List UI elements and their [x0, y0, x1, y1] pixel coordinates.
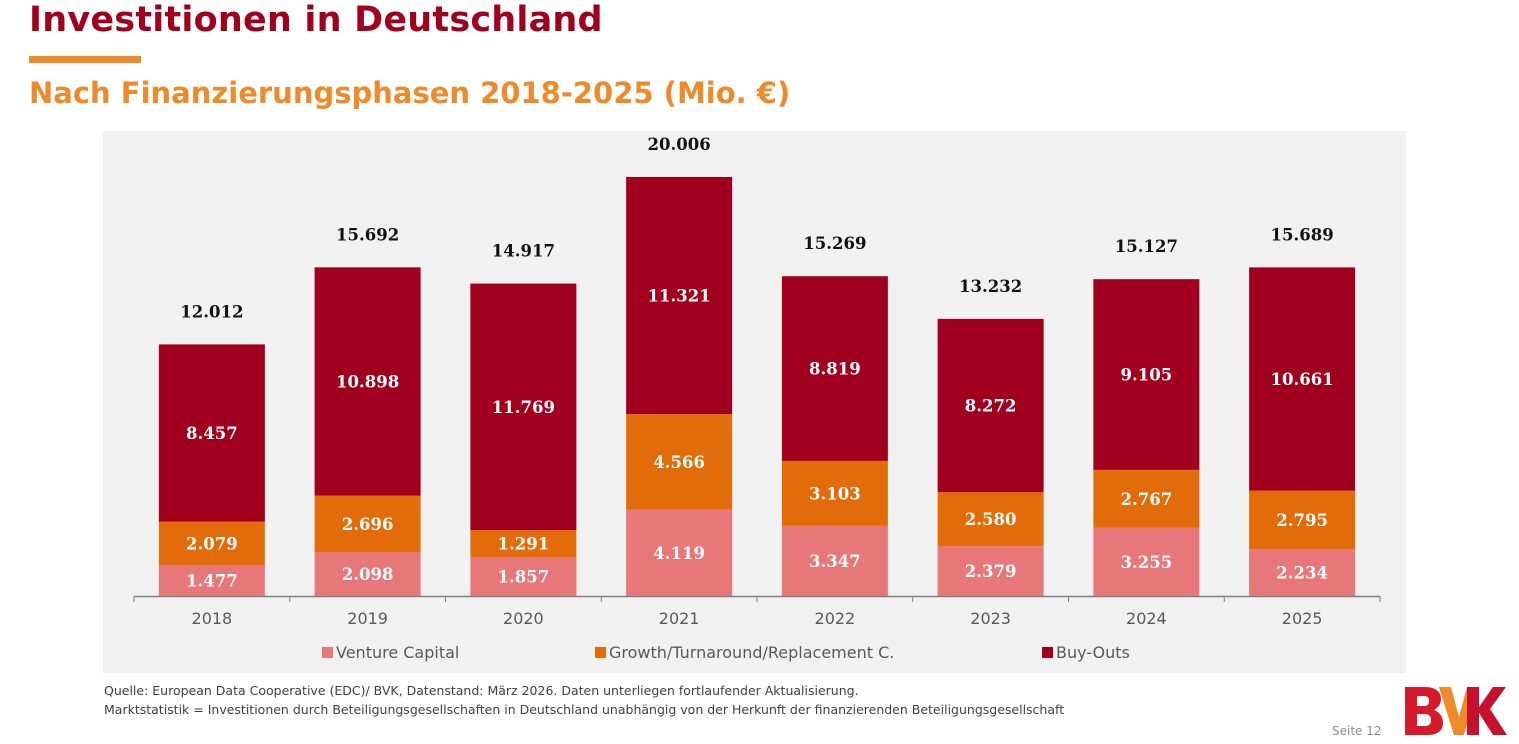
- segment-buyouts: [626, 177, 733, 415]
- segment-growth: [314, 495, 421, 553]
- data-label: 8.819: [809, 360, 861, 379]
- total-label: 14.917: [492, 242, 555, 261]
- x-tick-label: 2019: [347, 609, 388, 628]
- data-label: 1.477: [186, 572, 238, 591]
- x-tick-label: 2023: [970, 609, 1011, 628]
- x-tick-label: 2018: [192, 609, 233, 628]
- segment-growth: [937, 492, 1044, 547]
- data-label: 2.795: [1276, 511, 1328, 530]
- data-label: 2.079: [186, 534, 238, 553]
- bvk-logo-icon: [1405, 687, 1507, 735]
- segment-venture-capital: [781, 525, 888, 596]
- x-tick-label: 2025: [1282, 609, 1323, 628]
- total-label: 15.127: [1115, 237, 1178, 256]
- legend-label: Venture Capital: [336, 643, 459, 662]
- data-label: 2.580: [965, 510, 1017, 529]
- data-label: 4.566: [653, 453, 705, 472]
- legend-swatch: [322, 647, 333, 658]
- data-label: 11.769: [492, 398, 555, 417]
- segment-growth: [781, 460, 888, 526]
- segment-buyouts: [937, 318, 1044, 493]
- segment-venture-capital: [1093, 527, 1200, 596]
- x-tick-label: 2022: [815, 609, 856, 628]
- segment-buyouts: [781, 276, 888, 461]
- data-label: 3.103: [809, 484, 861, 503]
- data-label: 2.234: [1276, 564, 1328, 583]
- data-label: 2.696: [342, 515, 394, 534]
- title-accent-line: [29, 56, 141, 63]
- segment-buyouts: [1249, 267, 1356, 491]
- total-label: 15.692: [336, 225, 399, 244]
- data-label: 2.767: [1121, 490, 1173, 509]
- segment-growth: [1249, 490, 1356, 550]
- definition-note: Marktstatistik = Investitionen durch Bet…: [104, 702, 1065, 717]
- source-note: Quelle: European Data Cooperative (EDC)/…: [104, 683, 859, 698]
- segment-venture-capital: [626, 509, 733, 596]
- legend-swatch: [1042, 647, 1053, 658]
- data-label: 8.457: [186, 424, 238, 443]
- page-subtitle: Nach Finanzierungsphasen 2018-2025 (Mio.…: [29, 76, 791, 110]
- segment-growth: [158, 521, 265, 566]
- segment-venture-capital: [937, 546, 1044, 596]
- page-title: Investitionen in Deutschland: [29, 0, 603, 40]
- x-tick-label: 2020: [503, 609, 544, 628]
- segment-venture-capital: [158, 565, 265, 596]
- segment-venture-capital: [314, 552, 421, 596]
- data-label: 2.379: [965, 562, 1017, 581]
- segment-buyouts: [1093, 279, 1200, 470]
- data-label: 10.661: [1271, 370, 1334, 389]
- segment-buyouts: [314, 267, 421, 496]
- legend-label: Growth/Turnaround/Replacement C.: [609, 643, 894, 662]
- data-label: 3.347: [809, 552, 861, 571]
- segment-buyouts: [470, 283, 577, 531]
- data-label: 1.857: [498, 568, 550, 587]
- total-label: 15.269: [803, 234, 866, 253]
- legend-label: Buy-Outs: [1056, 643, 1130, 662]
- segment-growth: [470, 530, 577, 558]
- total-label: 15.689: [1271, 225, 1334, 244]
- segment-venture-capital: [470, 557, 577, 596]
- data-label: 3.255: [1121, 553, 1173, 572]
- data-label: 8.272: [965, 397, 1017, 416]
- segment-growth: [626, 414, 733, 510]
- x-tick-label: 2024: [1126, 609, 1167, 628]
- data-label: 2.098: [342, 565, 394, 584]
- x-tick-label: 2021: [659, 609, 700, 628]
- page-number: Seite 12: [1332, 724, 1382, 738]
- segment-buyouts: [158, 344, 265, 522]
- data-label: 10.898: [336, 372, 399, 391]
- segment-growth: [1093, 469, 1200, 528]
- total-label: 12.012: [180, 302, 243, 321]
- bvk-logo: [1405, 687, 1507, 735]
- legend-swatch: [595, 647, 606, 658]
- data-label: 9.105: [1121, 366, 1173, 385]
- data-label: 1.291: [498, 535, 550, 554]
- data-label: 11.321: [648, 287, 711, 306]
- segment-venture-capital: [1249, 549, 1356, 596]
- total-label: 20.006: [648, 135, 711, 154]
- data-label: 4.119: [653, 544, 705, 563]
- total-label: 13.232: [959, 277, 1022, 296]
